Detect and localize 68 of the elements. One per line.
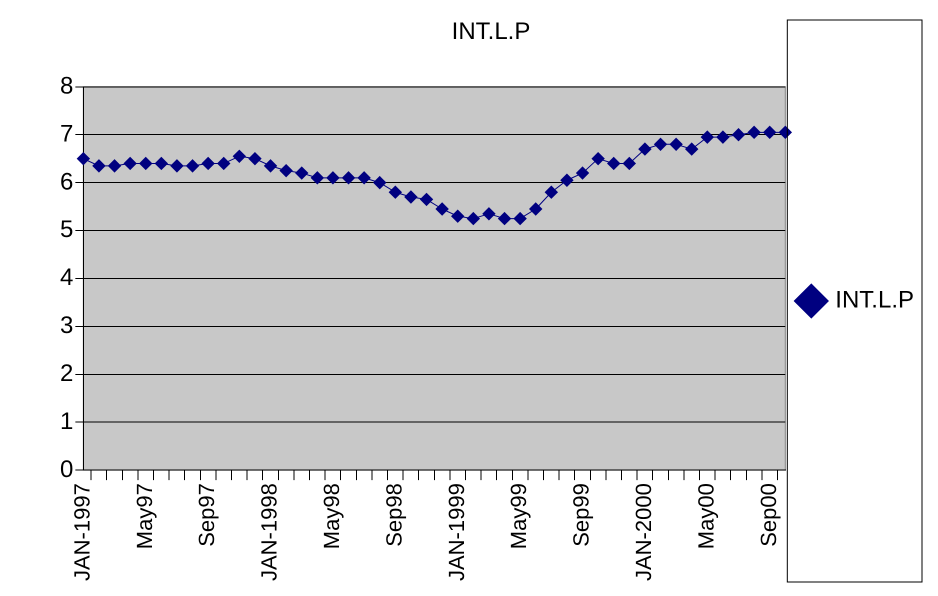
x-tick-label: Sep00 [756, 483, 781, 547]
x-tick-label: Sep97 [194, 483, 220, 547]
point [373, 176, 386, 190]
x-tick-label: JAN-1999 [444, 483, 469, 582]
point [76, 152, 90, 166]
x-tick-label: Sep99 [568, 483, 594, 547]
point [576, 166, 590, 180]
point [748, 126, 761, 139]
y-tick-label: 7 [60, 120, 74, 148]
point [451, 210, 464, 223]
point [436, 202, 449, 216]
point [700, 130, 714, 144]
point [466, 212, 480, 226]
point [310, 171, 324, 184]
point [248, 152, 262, 166]
point [763, 126, 776, 139]
point [202, 156, 215, 170]
legend-label: INT.L.P [835, 286, 914, 314]
point [514, 212, 527, 226]
point [607, 156, 620, 170]
point [404, 190, 418, 204]
y-tick-label: 3 [60, 312, 74, 340]
point [92, 159, 106, 172]
point [186, 159, 200, 172]
point [295, 166, 308, 180]
point [592, 152, 605, 166]
y-tick-label: 1 [60, 408, 74, 435]
point [498, 212, 512, 226]
point [358, 171, 371, 184]
point [170, 159, 184, 172]
point [716, 130, 730, 144]
point [529, 202, 542, 216]
point [544, 186, 558, 199]
point [560, 174, 574, 187]
x-tick-label: May99 [506, 483, 532, 550]
x-tick-label: May98 [318, 483, 344, 550]
x-tick-label: JAN-1998 [256, 483, 282, 582]
point [264, 159, 278, 172]
point [217, 156, 230, 170]
x-tick-label: JAN-2000 [630, 483, 656, 582]
chart-title: INT.L.P [452, 18, 530, 46]
point [654, 138, 668, 151]
point [482, 207, 496, 220]
y-tick-label: 5 [60, 216, 74, 244]
x-tick-label: May97 [132, 483, 157, 550]
point [280, 164, 293, 178]
x-tick-label: JAN-1997 [69, 483, 94, 582]
point [124, 156, 137, 170]
y-tick-label: 8 [60, 72, 74, 100]
point [326, 171, 340, 184]
y-tick-label: 4 [60, 264, 74, 292]
x-tick-label: Sep98 [381, 483, 406, 547]
point [108, 159, 122, 172]
point [732, 128, 746, 142]
point [685, 142, 698, 156]
y-tick-label: 6 [60, 168, 74, 196]
y-tick-label: 0 [60, 456, 74, 483]
point [622, 156, 636, 170]
point [342, 171, 356, 184]
y-tick-label: 2 [60, 360, 74, 387]
x-tick-label: May00 [693, 483, 718, 550]
point [638, 142, 652, 156]
point [139, 156, 152, 170]
point [232, 150, 246, 163]
point [388, 186, 402, 199]
point [420, 192, 434, 206]
point [670, 138, 683, 151]
point [154, 156, 168, 170]
